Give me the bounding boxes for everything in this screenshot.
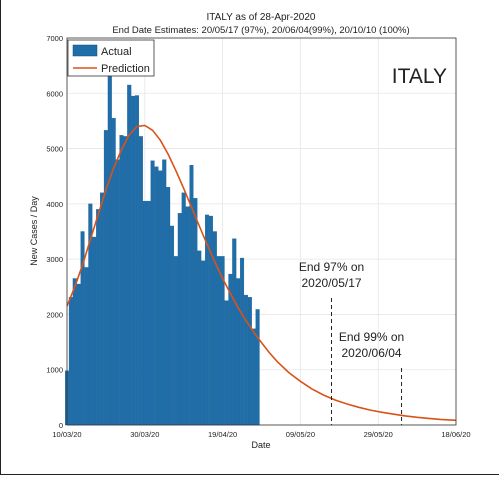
bar-actual xyxy=(185,206,190,426)
y-tick-label: 1000 xyxy=(46,366,63,375)
y-tick-label: 2000 xyxy=(46,310,63,319)
legend-label-prediction: Prediction xyxy=(101,63,150,75)
y-axis-label: New Cases / Day xyxy=(29,196,39,266)
bar-actual xyxy=(201,260,206,426)
chart-subtitle: End Date Estimates: 20/05/17 (97%), 20/0… xyxy=(112,25,409,36)
bar-actual xyxy=(216,256,221,426)
bar-actual xyxy=(76,283,81,426)
bar-actual xyxy=(251,328,256,426)
x-tick-label: 18/06/20 xyxy=(441,430,470,439)
y-tick-label: 0 xyxy=(59,421,63,430)
prediction-series xyxy=(66,124,457,422)
bar-actual xyxy=(96,209,101,426)
bar-actual xyxy=(103,130,108,426)
bar-actual xyxy=(255,309,260,426)
bar-actual xyxy=(224,300,229,426)
annotations: End 97% on 2020/05/17 End 99% on 2020/06/04 xyxy=(299,260,404,425)
bar-actual xyxy=(135,95,140,426)
bar-actual xyxy=(84,267,89,426)
bar-actual xyxy=(131,95,136,426)
plot-area-border xyxy=(66,37,457,426)
bar-actual xyxy=(150,160,155,426)
bar-actual xyxy=(177,213,182,426)
bar-actual xyxy=(166,187,171,426)
bar-actual xyxy=(142,200,147,426)
bar-actual xyxy=(92,236,97,426)
x-tick-label: 29/05/20 xyxy=(364,430,393,439)
bar-actual xyxy=(146,200,151,426)
y-tick-label: 3000 xyxy=(46,255,63,264)
annotation-text-line1: End 97% on xyxy=(299,260,364,274)
bar-actual xyxy=(232,238,237,426)
bar-actual xyxy=(158,170,163,426)
bar-actual xyxy=(68,297,73,426)
annotation-text-line2: 2020/05/17 xyxy=(301,276,361,290)
bar-actual xyxy=(162,159,167,426)
y-tick-label: 5000 xyxy=(46,145,63,154)
annotation-text-line1: End 99% on xyxy=(339,330,404,344)
x-tick-label: 30/03/20 xyxy=(130,430,159,439)
bar-actual xyxy=(208,215,213,426)
bar-actual xyxy=(243,294,248,426)
y-tick-label: 7000 xyxy=(46,34,63,43)
bar-actual xyxy=(115,159,120,426)
bar-actual xyxy=(247,297,252,426)
bar-actual xyxy=(193,198,198,426)
x-tick-label: 09/05/20 xyxy=(286,430,315,439)
bar-actual xyxy=(138,136,143,426)
x-axis-label: Date xyxy=(251,440,270,450)
y-tick-label: 4000 xyxy=(46,200,63,209)
bar-actual xyxy=(181,192,186,426)
x-tick-label: 10/03/20 xyxy=(52,430,81,439)
axes: 0 1000 2000 3000 4000 5000 6000 7000 10/03/20 30/… xyxy=(46,34,470,439)
y-tick-label: 6000 xyxy=(46,89,63,98)
bar-actual xyxy=(170,225,175,426)
annotation-text-line2: 2020/06/04 xyxy=(342,346,402,360)
country-label: ITALY xyxy=(392,65,447,88)
bar-actual xyxy=(72,278,77,426)
x-tick-label: 19/04/20 xyxy=(208,430,237,439)
bar-actual xyxy=(173,256,178,426)
bar-actual xyxy=(154,166,159,426)
legend: Actual Prediction xyxy=(67,39,155,77)
bar-actual xyxy=(107,62,112,426)
legend-label-actual: Actual xyxy=(101,46,132,58)
bar-actual xyxy=(236,278,241,426)
prediction-line xyxy=(66,124,457,422)
bar-actual xyxy=(240,257,245,426)
bar-actual xyxy=(197,250,202,426)
bar-actual xyxy=(119,135,124,426)
chart-title: ITALY as of 28-Apr-2020 xyxy=(207,12,316,23)
bar-actual xyxy=(123,136,128,426)
bar-series xyxy=(65,62,260,426)
legend-swatch-actual xyxy=(72,44,98,57)
bar-actual xyxy=(100,192,105,426)
